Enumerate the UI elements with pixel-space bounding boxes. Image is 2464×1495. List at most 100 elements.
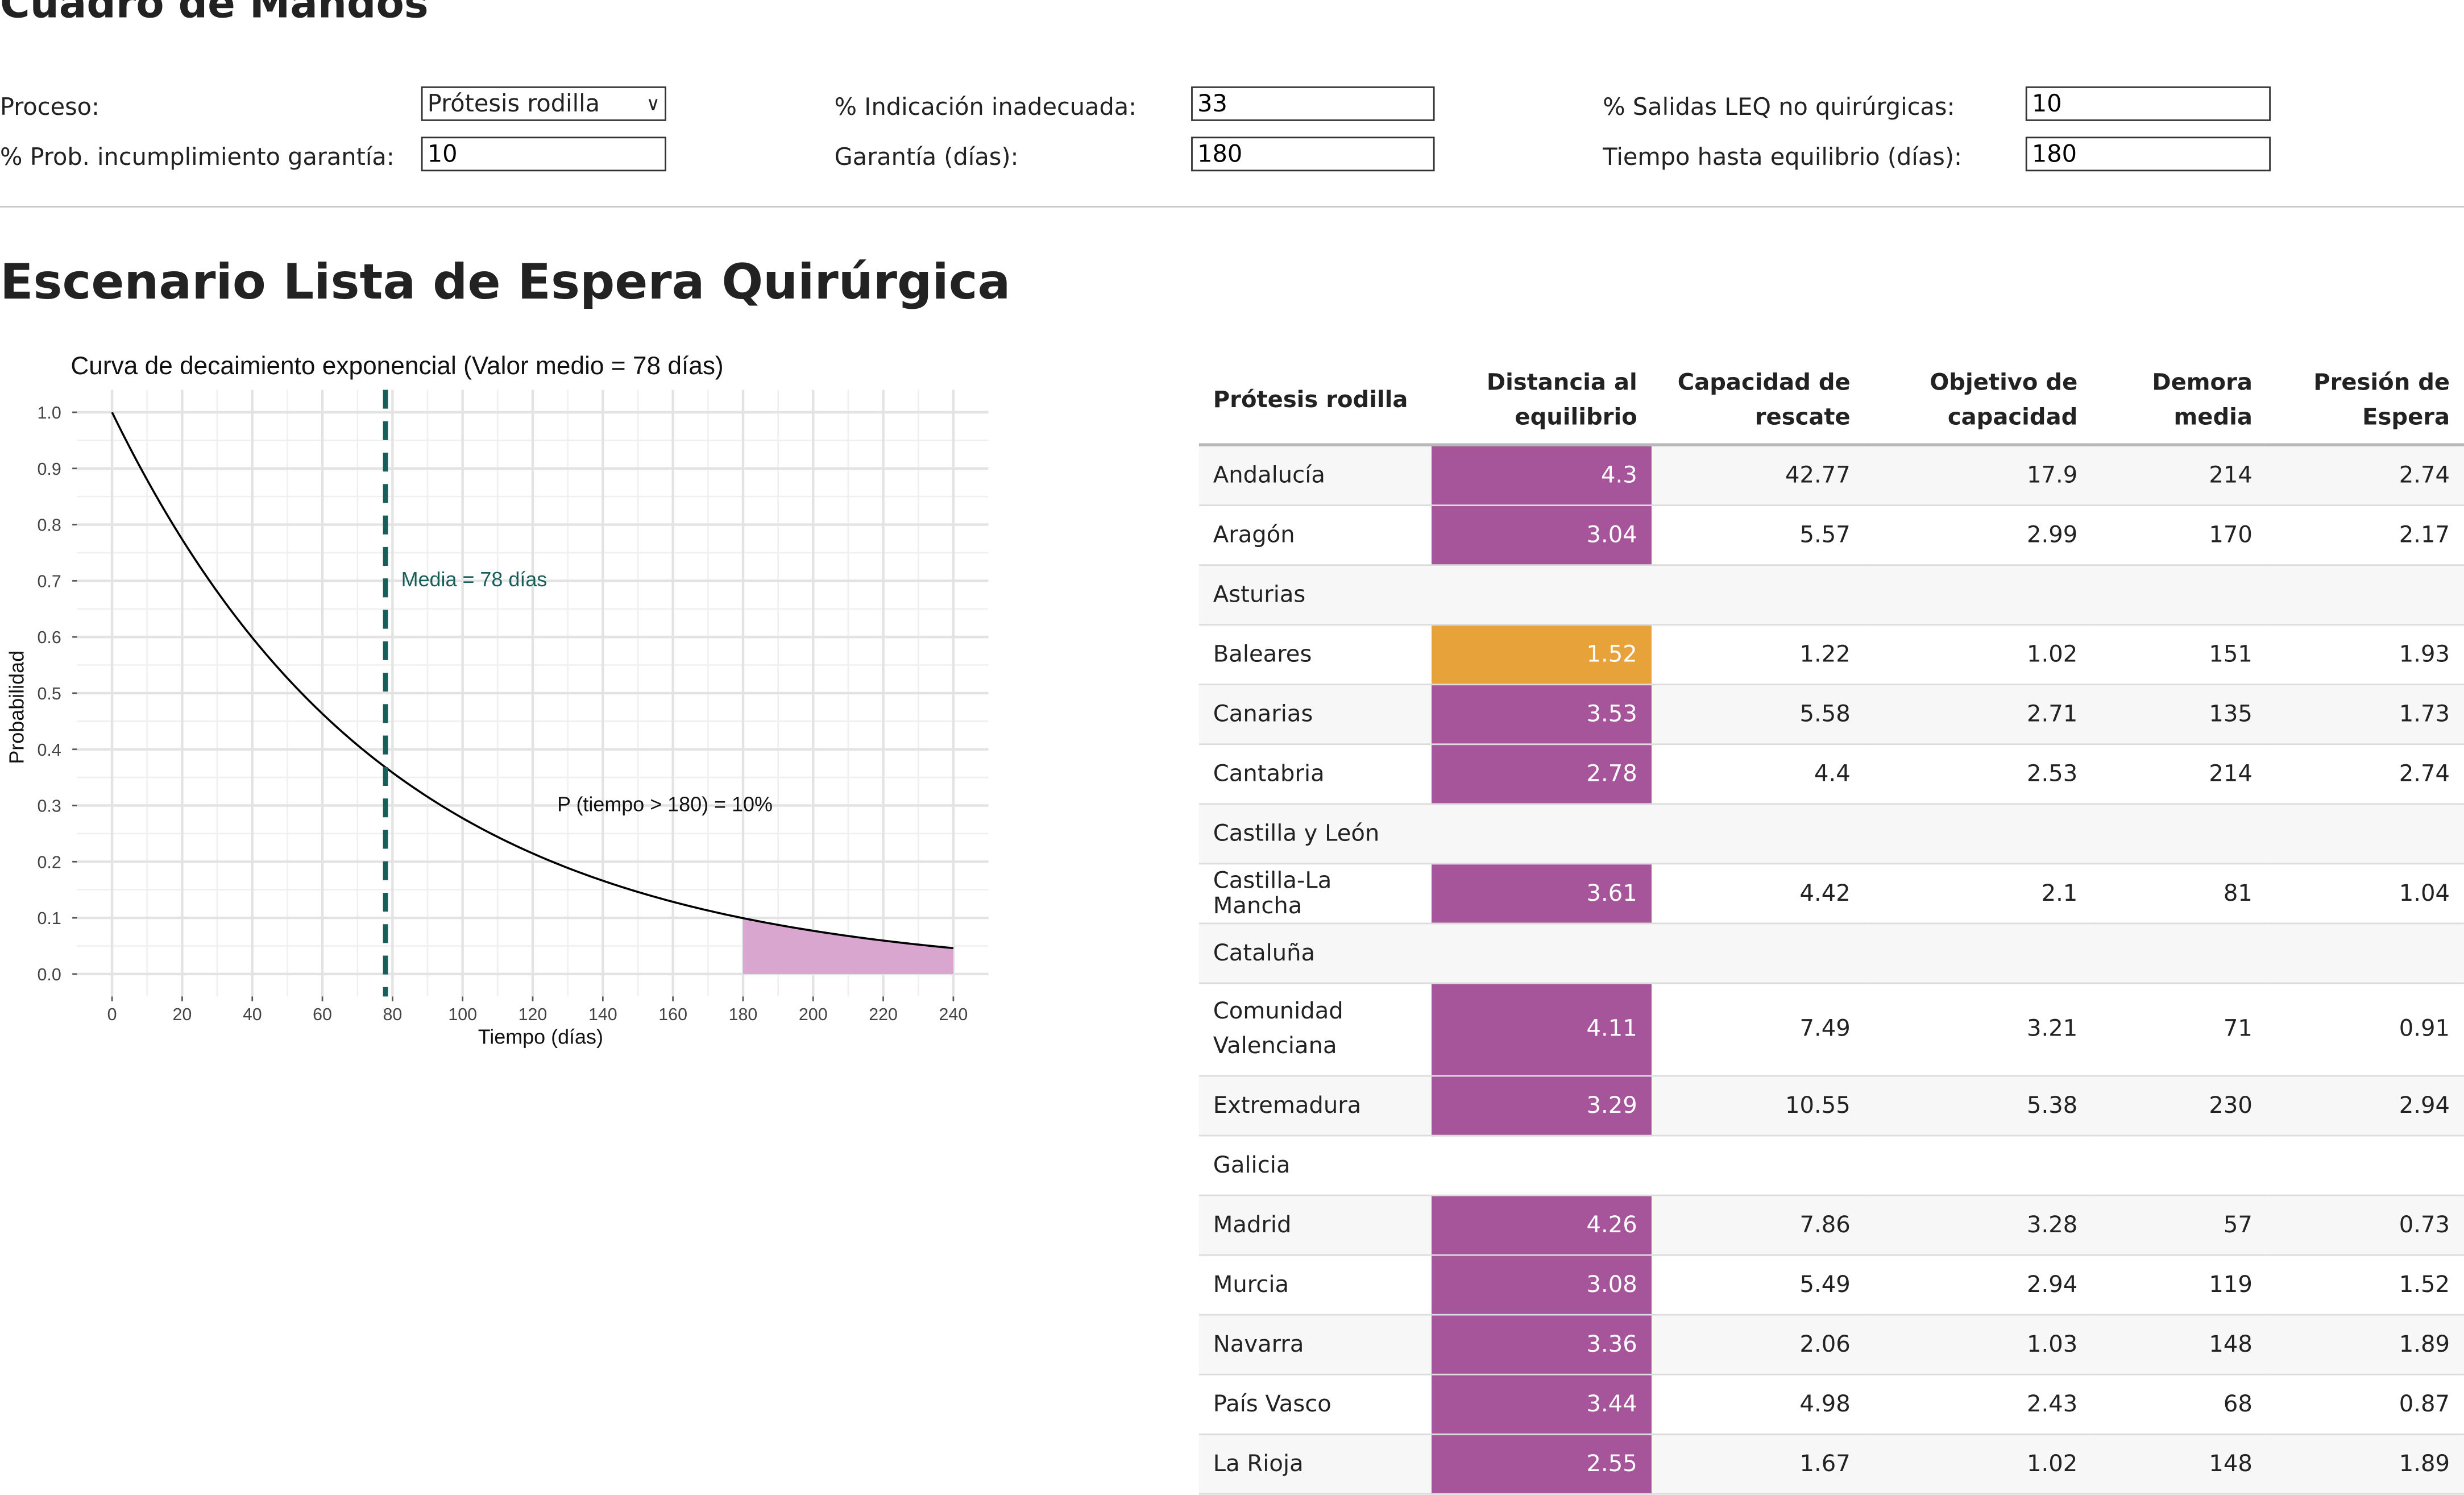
header-presion: Presión de Espera	[2266, 358, 2464, 446]
region-name: Madrid	[1213, 1212, 1292, 1238]
table-row: La Rioja 2.55 1.67 1.02 148 1.89	[1198, 1434, 2464, 1495]
header-proceso: Prótesis rodilla	[1198, 358, 1431, 446]
x-tick-label: 160	[658, 1005, 687, 1024]
mean-line-label: Media = 78 días	[401, 568, 547, 591]
region-name: Comunidad	[1213, 999, 1343, 1025]
y-axis-label: Probabilidad	[5, 651, 28, 764]
rescate-cell: 4.4	[1651, 744, 1865, 805]
demora-cell	[2092, 565, 2267, 626]
demora-cell	[2092, 1135, 2267, 1196]
rescate-cell: 7.49	[1651, 983, 1865, 1077]
region-cell: Galicia	[1198, 1135, 1431, 1196]
distancia-cell: 3.29	[1430, 1075, 1652, 1137]
x-tick-label: 200	[799, 1005, 828, 1024]
header-demora: Demora media	[2092, 358, 2267, 446]
region-name: Navarra	[1213, 1332, 1304, 1357]
table-row: Murcia 3.08 5.49 2.94 119 1.52	[1198, 1255, 2464, 1316]
region-cell: Castilla-La Mancha	[1198, 863, 1431, 925]
objetivo-cell: 2.43	[1864, 1374, 2092, 1435]
table-row: Galicia	[1198, 1135, 2464, 1196]
presion-cell: 2.74	[2266, 744, 2464, 805]
presion-cell: 0.87	[2266, 1374, 2464, 1435]
rescate-cell: 5.58	[1651, 684, 1865, 746]
rescate-cell	[1651, 804, 1865, 865]
objetivo-cell: 2.1	[1864, 863, 2092, 925]
garantia-input[interactable]	[1191, 136, 1435, 172]
distancia-cell: 3.04	[1430, 505, 1652, 566]
decay-chart: 0 20 40 60 80 100 120 140 160 180 200 220 240 0.0 0.1 0…	[5, 352, 989, 1048]
header-objetivo-text: capacidad	[1947, 405, 2078, 431]
table-row: Castilla-La Mancha 3.61 4.42 2.1 81 1.04	[1198, 863, 2464, 925]
tiempo-equilibrio-label: Tiempo hasta equilibrio (días):	[1603, 143, 1962, 172]
demora-cell: 170	[2092, 505, 2267, 566]
demora-cell: 68	[2092, 1374, 2267, 1435]
region-name: Castilla y León	[1213, 821, 1380, 847]
region-cell: Aragón	[1198, 505, 1431, 566]
presion-cell: 2.17	[2266, 505, 2464, 566]
distancia-cell: 2.78	[1430, 744, 1652, 805]
presion-cell	[2266, 565, 2464, 626]
chevron-down-icon: ∨	[646, 93, 660, 115]
region-name: Galicia	[1213, 1153, 1291, 1178]
table-row: Castilla y León	[1198, 804, 2464, 865]
header-rescate-text: Capacidad de	[1677, 371, 1851, 396]
demora-cell: 119	[2092, 1255, 2267, 1316]
table-row: Cataluña	[1198, 923, 2464, 984]
region-cell: Navarra	[1198, 1315, 1431, 1376]
header-proceso-text: Prótesis rodilla	[1213, 388, 1408, 413]
salidas-input[interactable]	[2025, 86, 2271, 121]
region-name: Asturias	[1213, 582, 1306, 608]
rescate-cell: 42.77	[1651, 445, 1865, 506]
proceso-select[interactable]: Prótesis rodilla ∨	[421, 86, 666, 121]
region-cell: Castilla y León	[1198, 804, 1431, 865]
y-tick-label: 1.0	[38, 403, 61, 423]
presion-cell: 0.91	[2266, 983, 2464, 1077]
rescate-cell	[1651, 923, 1865, 984]
demora-cell: 151	[2092, 624, 2267, 686]
y-tick-label: 0.2	[38, 852, 61, 872]
table-row: Comunidad Valenciana 4.11 7.49 3.21 71 0.91	[1198, 983, 2464, 1077]
rescate-cell: 4.42	[1651, 863, 1865, 925]
distancia-cell: 3.61	[1430, 863, 1652, 925]
rescate-cell	[1651, 1135, 1865, 1196]
objetivo-cell: 3.21	[1864, 983, 2092, 1077]
x-tick-label: 80	[383, 1005, 402, 1024]
distancia-cell: 3.53	[1430, 684, 1652, 746]
table-row: Extremadura 3.29 10.55 5.38 230 2.94	[1198, 1075, 2464, 1137]
region-name: Andalucía	[1213, 462, 1325, 488]
rescate-cell: 1.22	[1651, 624, 1865, 686]
region-cell: Extremadura	[1198, 1075, 1431, 1137]
objetivo-cell: 2.99	[1864, 505, 2092, 566]
header-presion-text: Presión de	[2313, 371, 2450, 396]
y-tick-label: 0.5	[38, 684, 61, 703]
presion-cell: 1.52	[2266, 1255, 2464, 1316]
tail-shade-area	[742, 918, 953, 974]
header-rescate: Capacidad de rescate	[1651, 358, 1865, 446]
prob-incumplimiento-input[interactable]	[421, 136, 666, 172]
tiempo-equilibrio-input[interactable]	[2025, 136, 2271, 172]
objetivo-cell: 2.71	[1864, 684, 2092, 746]
x-tick-label: 140	[588, 1005, 617, 1024]
distancia-cell: 4.11	[1430, 983, 1652, 1077]
indicacion-input[interactable]	[1191, 86, 1435, 121]
probability-annotation: P (tiempo > 180) = 10%	[557, 792, 773, 815]
regions-table: Prótesis rodilla Distancia al equilibrio Ca…	[1198, 358, 2464, 1495]
y-tick-label: 0.0	[38, 965, 61, 984]
rescate-cell: 7.86	[1651, 1195, 1865, 1256]
distancia-cell	[1430, 923, 1652, 984]
demora-cell: 214	[2092, 744, 2267, 805]
region-name: Aragón	[1213, 523, 1295, 548]
y-tick-label: 0.3	[38, 797, 61, 816]
proceso-label: Proceso:	[0, 93, 100, 121]
distancia-cell: 1.52	[1430, 624, 1652, 686]
table-row: Canarias 3.53 5.58 2.71 135 1.73	[1198, 684, 2464, 746]
demora-cell: 148	[2092, 1434, 2267, 1495]
y-tick-label: 0.7	[38, 572, 61, 591]
presion-cell	[2266, 923, 2464, 984]
demora-cell	[2092, 804, 2267, 865]
region-cell: Madrid	[1198, 1195, 1431, 1256]
objetivo-cell: 1.02	[1864, 1434, 2092, 1495]
objetivo-cell: 1.03	[1864, 1315, 2092, 1376]
objetivo-cell	[1864, 1135, 2092, 1196]
region-name: La Rioja	[1213, 1451, 1304, 1477]
